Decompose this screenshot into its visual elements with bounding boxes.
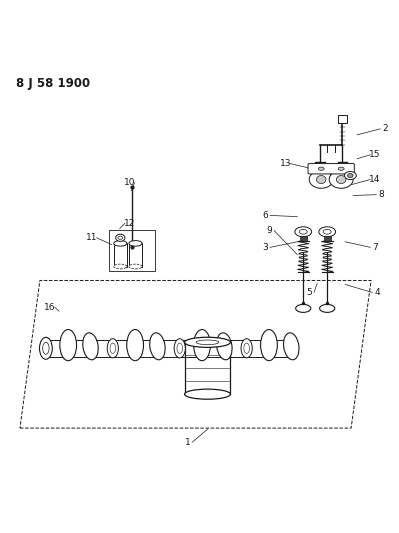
Text: 13: 13 — [280, 159, 291, 168]
Text: 12: 12 — [124, 219, 135, 228]
Ellipse shape — [177, 343, 182, 353]
Ellipse shape — [174, 338, 185, 358]
Ellipse shape — [284, 333, 299, 360]
Ellipse shape — [338, 167, 344, 171]
Ellipse shape — [60, 329, 77, 361]
Ellipse shape — [83, 333, 98, 360]
Bar — [300, 236, 307, 241]
Bar — [338, 115, 347, 123]
Ellipse shape — [244, 343, 249, 353]
Polygon shape — [316, 175, 326, 183]
Bar — [129, 244, 142, 266]
Ellipse shape — [129, 264, 142, 269]
Text: 14: 14 — [369, 175, 381, 184]
Bar — [114, 244, 127, 266]
Ellipse shape — [43, 342, 49, 354]
Ellipse shape — [299, 229, 307, 234]
Ellipse shape — [319, 227, 336, 237]
Polygon shape — [309, 171, 333, 188]
Ellipse shape — [320, 304, 335, 312]
Ellipse shape — [296, 304, 311, 312]
Bar — [324, 236, 331, 241]
Text: 2: 2 — [382, 124, 388, 133]
Ellipse shape — [129, 240, 142, 246]
Ellipse shape — [107, 338, 119, 358]
Bar — [109, 230, 155, 271]
Polygon shape — [336, 175, 346, 183]
Text: 8 J 58 1900: 8 J 58 1900 — [16, 77, 90, 90]
Ellipse shape — [261, 329, 277, 361]
Ellipse shape — [194, 329, 210, 361]
Ellipse shape — [127, 329, 144, 361]
Text: 11: 11 — [86, 233, 97, 243]
Ellipse shape — [318, 167, 324, 171]
Ellipse shape — [344, 172, 356, 180]
Text: 10: 10 — [124, 178, 135, 187]
Ellipse shape — [295, 227, 312, 237]
Text: 9: 9 — [267, 226, 272, 235]
Text: 5: 5 — [306, 288, 312, 297]
FancyBboxPatch shape — [308, 164, 354, 174]
Ellipse shape — [348, 174, 353, 177]
Ellipse shape — [114, 264, 127, 269]
Ellipse shape — [217, 333, 232, 360]
Text: 16: 16 — [44, 303, 55, 312]
Ellipse shape — [110, 343, 116, 353]
Text: 7: 7 — [372, 243, 378, 252]
Text: 6: 6 — [263, 211, 268, 220]
Ellipse shape — [118, 236, 122, 239]
Text: 3: 3 — [263, 243, 268, 252]
Text: 8: 8 — [378, 190, 384, 199]
Text: 1: 1 — [185, 438, 190, 447]
Ellipse shape — [184, 389, 231, 399]
Text: 15: 15 — [369, 150, 381, 159]
Ellipse shape — [241, 338, 252, 358]
Text: 4: 4 — [374, 288, 380, 297]
Ellipse shape — [184, 337, 231, 348]
Ellipse shape — [150, 333, 165, 360]
Polygon shape — [329, 171, 353, 188]
Ellipse shape — [116, 234, 125, 241]
Ellipse shape — [40, 337, 52, 359]
Ellipse shape — [114, 240, 127, 246]
Ellipse shape — [323, 229, 331, 234]
